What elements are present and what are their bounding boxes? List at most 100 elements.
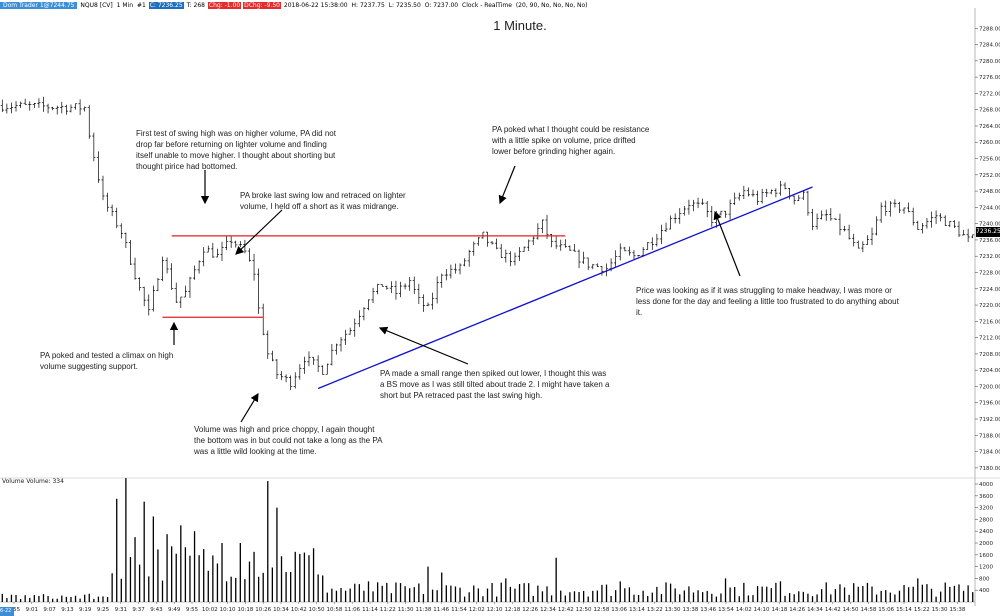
price-bar: [623, 246, 627, 252]
price-bar: [302, 356, 307, 374]
price-bar: [37, 98, 41, 108]
time-tick-label: 15:30: [932, 607, 948, 613]
price-bar: [861, 241, 865, 253]
time-tick-label: 13:54: [718, 607, 734, 613]
time-tick-label: 9:19: [79, 607, 92, 613]
time-tick-label: 11:46: [433, 607, 449, 613]
price-tick-label: 7272.00: [979, 91, 1000, 97]
time-tick-label: 10:58: [326, 607, 342, 613]
price-bar: [170, 263, 174, 290]
price-bar: [655, 233, 659, 247]
price-bar: [449, 264, 453, 279]
price-bar: [774, 188, 778, 198]
price-bar: [96, 151, 101, 183]
price-bar: [806, 190, 810, 216]
price-bar: [618, 243, 622, 261]
volume-tick-label: 400: [979, 588, 990, 594]
price-bar: [797, 195, 801, 201]
price-bar: [9, 102, 14, 114]
price-bar: [591, 263, 595, 270]
price-bar: [701, 198, 705, 206]
price-bar: [627, 246, 632, 256]
price-bar: [911, 207, 915, 226]
price-bar: [600, 265, 604, 276]
time-tick-label: 12:50: [576, 607, 592, 613]
price-bar: [353, 318, 357, 337]
price-bar: [224, 236, 229, 251]
price-bar: [582, 251, 586, 264]
time-tick-label: 12:34: [540, 607, 556, 613]
price-tick-label: 7228.00: [979, 270, 1000, 276]
time-tick-label: 13:46: [700, 607, 716, 613]
trendline: [317, 186, 813, 390]
price-bar: [325, 363, 329, 375]
price-bar: [852, 233, 856, 247]
high-label: H: 7237.75: [351, 2, 385, 9]
price-bar: [783, 182, 787, 190]
price-bar: [723, 210, 728, 218]
price-bar: [128, 240, 133, 266]
price-bar: [788, 188, 792, 200]
price-tick-label: 7220.00: [979, 303, 1000, 309]
price-bar: [691, 199, 696, 212]
price-bar: [440, 273, 444, 288]
symbol-label: NQU8 [CV]: [80, 2, 113, 9]
close-price-badge: C: 7236.25: [148, 2, 184, 9]
datetime-label: 2018-06-22 15:38:00: [283, 2, 348, 9]
price-bar: [32, 102, 36, 108]
price-bar: [298, 364, 302, 380]
annotation-arrow: [378, 326, 469, 365]
annotation-choppy-volume: Volume was high and price choppy, I agai…: [194, 425, 382, 456]
price-bar: [211, 242, 215, 258]
change-badge: Chg: -1.00: [207, 2, 242, 9]
time-tick-label: 14:42: [825, 607, 841, 613]
volume-tick-label: 3200: [979, 506, 993, 512]
time-tick-label: 9:25: [97, 607, 110, 613]
price-bar: [934, 210, 938, 224]
price-bar: [614, 250, 618, 268]
last-price-tag: 7236.25: [976, 227, 1000, 237]
dom-trader-button[interactable]: Dom Trader 1@7244.75: [0, 2, 78, 9]
time-tick-label: 14:34: [807, 607, 823, 613]
price-bar: [874, 216, 879, 236]
price-bar: [801, 190, 805, 201]
price-bar: [957, 221, 961, 238]
price-bar: [73, 103, 78, 110]
price-bar: [879, 202, 883, 223]
price-bar: [687, 199, 691, 215]
time-tick-label: 9:13: [61, 607, 74, 613]
low-label: L: 7235.50: [388, 2, 421, 9]
time-tick-label: 11:22: [380, 607, 396, 613]
time-tick-label: 13:38: [682, 607, 698, 613]
clock-label: Clock - RealTime: [462, 2, 512, 9]
price-bar: [435, 276, 439, 304]
price-bar: [504, 249, 508, 263]
price-bar: [559, 239, 563, 251]
price-bar: [289, 375, 293, 391]
price-bar: [531, 236, 535, 245]
price-bar: [778, 180, 783, 196]
time-tick-label: 15:22: [914, 607, 930, 613]
time-tick-label: 10:18: [237, 607, 253, 613]
date-marker: 6-22: [0, 607, 14, 616]
price-tick-label: 7248.00: [979, 189, 1000, 195]
price-bar: [69, 104, 73, 113]
price-bar: [664, 222, 668, 232]
price-bar: [183, 285, 187, 298]
price-bar: [659, 224, 664, 245]
price-bar: [156, 277, 160, 292]
time-tick-label: 13:14: [629, 607, 645, 613]
price-bar: [572, 243, 577, 252]
price-bar: [307, 351, 311, 367]
time-tick-label: 11:54: [451, 607, 467, 613]
price-bar: [252, 253, 256, 281]
price-bar: [650, 237, 654, 251]
price-tick-label: 7216.00: [979, 319, 1000, 325]
price-bar: [60, 101, 64, 114]
price-tick-label: 7288.00: [979, 26, 1000, 32]
time-tick-label: 14:50: [843, 607, 859, 613]
chart-toolbar: Dom Trader 1@7244.75 NQU8 [CV] 1 Min #1 …: [0, 0, 975, 11]
time-tick-label: 14:02: [736, 607, 752, 613]
price-bar: [197, 260, 201, 274]
